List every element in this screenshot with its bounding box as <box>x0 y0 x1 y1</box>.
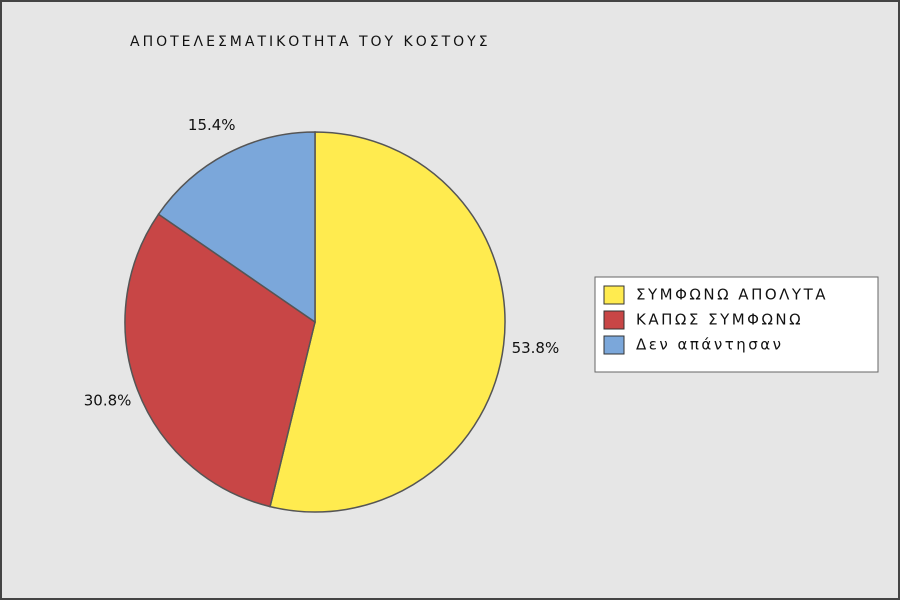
legend-label: Δεν απάντησαν <box>636 336 784 354</box>
slice-label: 53.8% <box>512 339 560 357</box>
slice-label: 15.4% <box>188 116 236 134</box>
chart-title: ΑΠΟΤΕΛΕΣΜΑΤΙΚΟΤΗΤΑ ΤΟΥ ΚΟΣΤΟΥΣ <box>130 34 491 50</box>
slice-label: 30.8% <box>84 392 132 410</box>
legend-swatch <box>603 310 625 330</box>
legend-label: ΚΑΠΩΣ ΣΥΜΦΩΝΩ <box>636 311 803 329</box>
legend-label: ΣΥΜΦΩΝΩ ΑΠΟΛΥΤΑ <box>636 286 828 304</box>
pie-slice <box>157 131 316 324</box>
legend-swatch <box>603 335 625 355</box>
pie-slice <box>269 131 506 513</box>
legend-swatch <box>603 285 625 305</box>
pie-slice <box>124 213 316 508</box>
legend-box <box>594 276 879 373</box>
